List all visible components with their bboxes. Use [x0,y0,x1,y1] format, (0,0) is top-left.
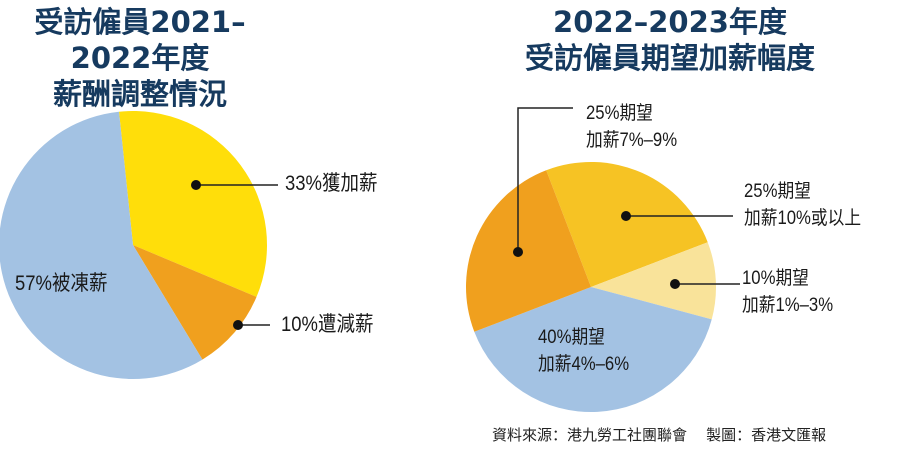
pie-slice [0,111,203,379]
pie-slice [474,287,712,413]
label-line: 加薪10%或以上 [744,208,862,229]
pie-slice [591,242,717,320]
right-pie [466,162,717,413]
pie-slice [546,162,708,287]
leader-dot [191,180,201,190]
leader-dot [621,211,631,221]
label-line: 加薪4%–6% [538,354,630,375]
label-10-plus: 25%期望 加薪10%或以上 [744,178,861,232]
leader-dot [670,279,680,289]
label-freeze: 57%被凍薪 [15,272,108,295]
label-line: 10%期望 [742,268,809,289]
right-title-line-2: 受訪僱員期望加薪幅度 [524,41,815,75]
left-title-line-1: 受訪僱員2021–2022年度 [34,5,246,75]
footer: 資料來源：港九勞工社團聯會 製圖：香港文匯報 [492,424,826,445]
label-line: 25%期望 [744,181,811,202]
label-line: 25%期望 [586,103,653,124]
right-title-line-1: 2022–2023年度 [553,5,787,39]
right-chart-title: 2022–2023年度 受訪僱員期望加薪幅度 [470,4,870,76]
source-text: 資料來源：港九勞工社團聯會 [492,426,688,444]
label-raise: 33%獲加薪 [285,172,378,195]
label-1-3: 10%期望 加薪1%–3% [742,265,833,319]
pie-slice [466,170,591,332]
left-pie [0,111,267,379]
pie-slice [118,111,267,297]
label-cut: 10%遭減薪 [281,313,374,336]
left-title-line-2: 薪酬調整情況 [52,77,227,111]
label-7-9: 25%期望 加薪7%–9% [586,100,677,154]
label-line: 40%期望 [538,327,605,348]
leader-dot [233,320,243,330]
label-line: 加薪1%–3% [742,295,834,316]
leader-line [517,107,573,252]
pie-slice [133,245,257,360]
label-line: 加薪7%–9% [586,130,678,151]
left-chart-title: 受訪僱員2021–2022年度 薪酬調整情況 [0,4,280,112]
leader-dot [513,247,523,257]
credit-text: 製圖：香港文匯報 [706,426,827,444]
label-4-6: 40%期望 加薪4%–6% [538,324,629,378]
leader-lines [191,107,740,330]
